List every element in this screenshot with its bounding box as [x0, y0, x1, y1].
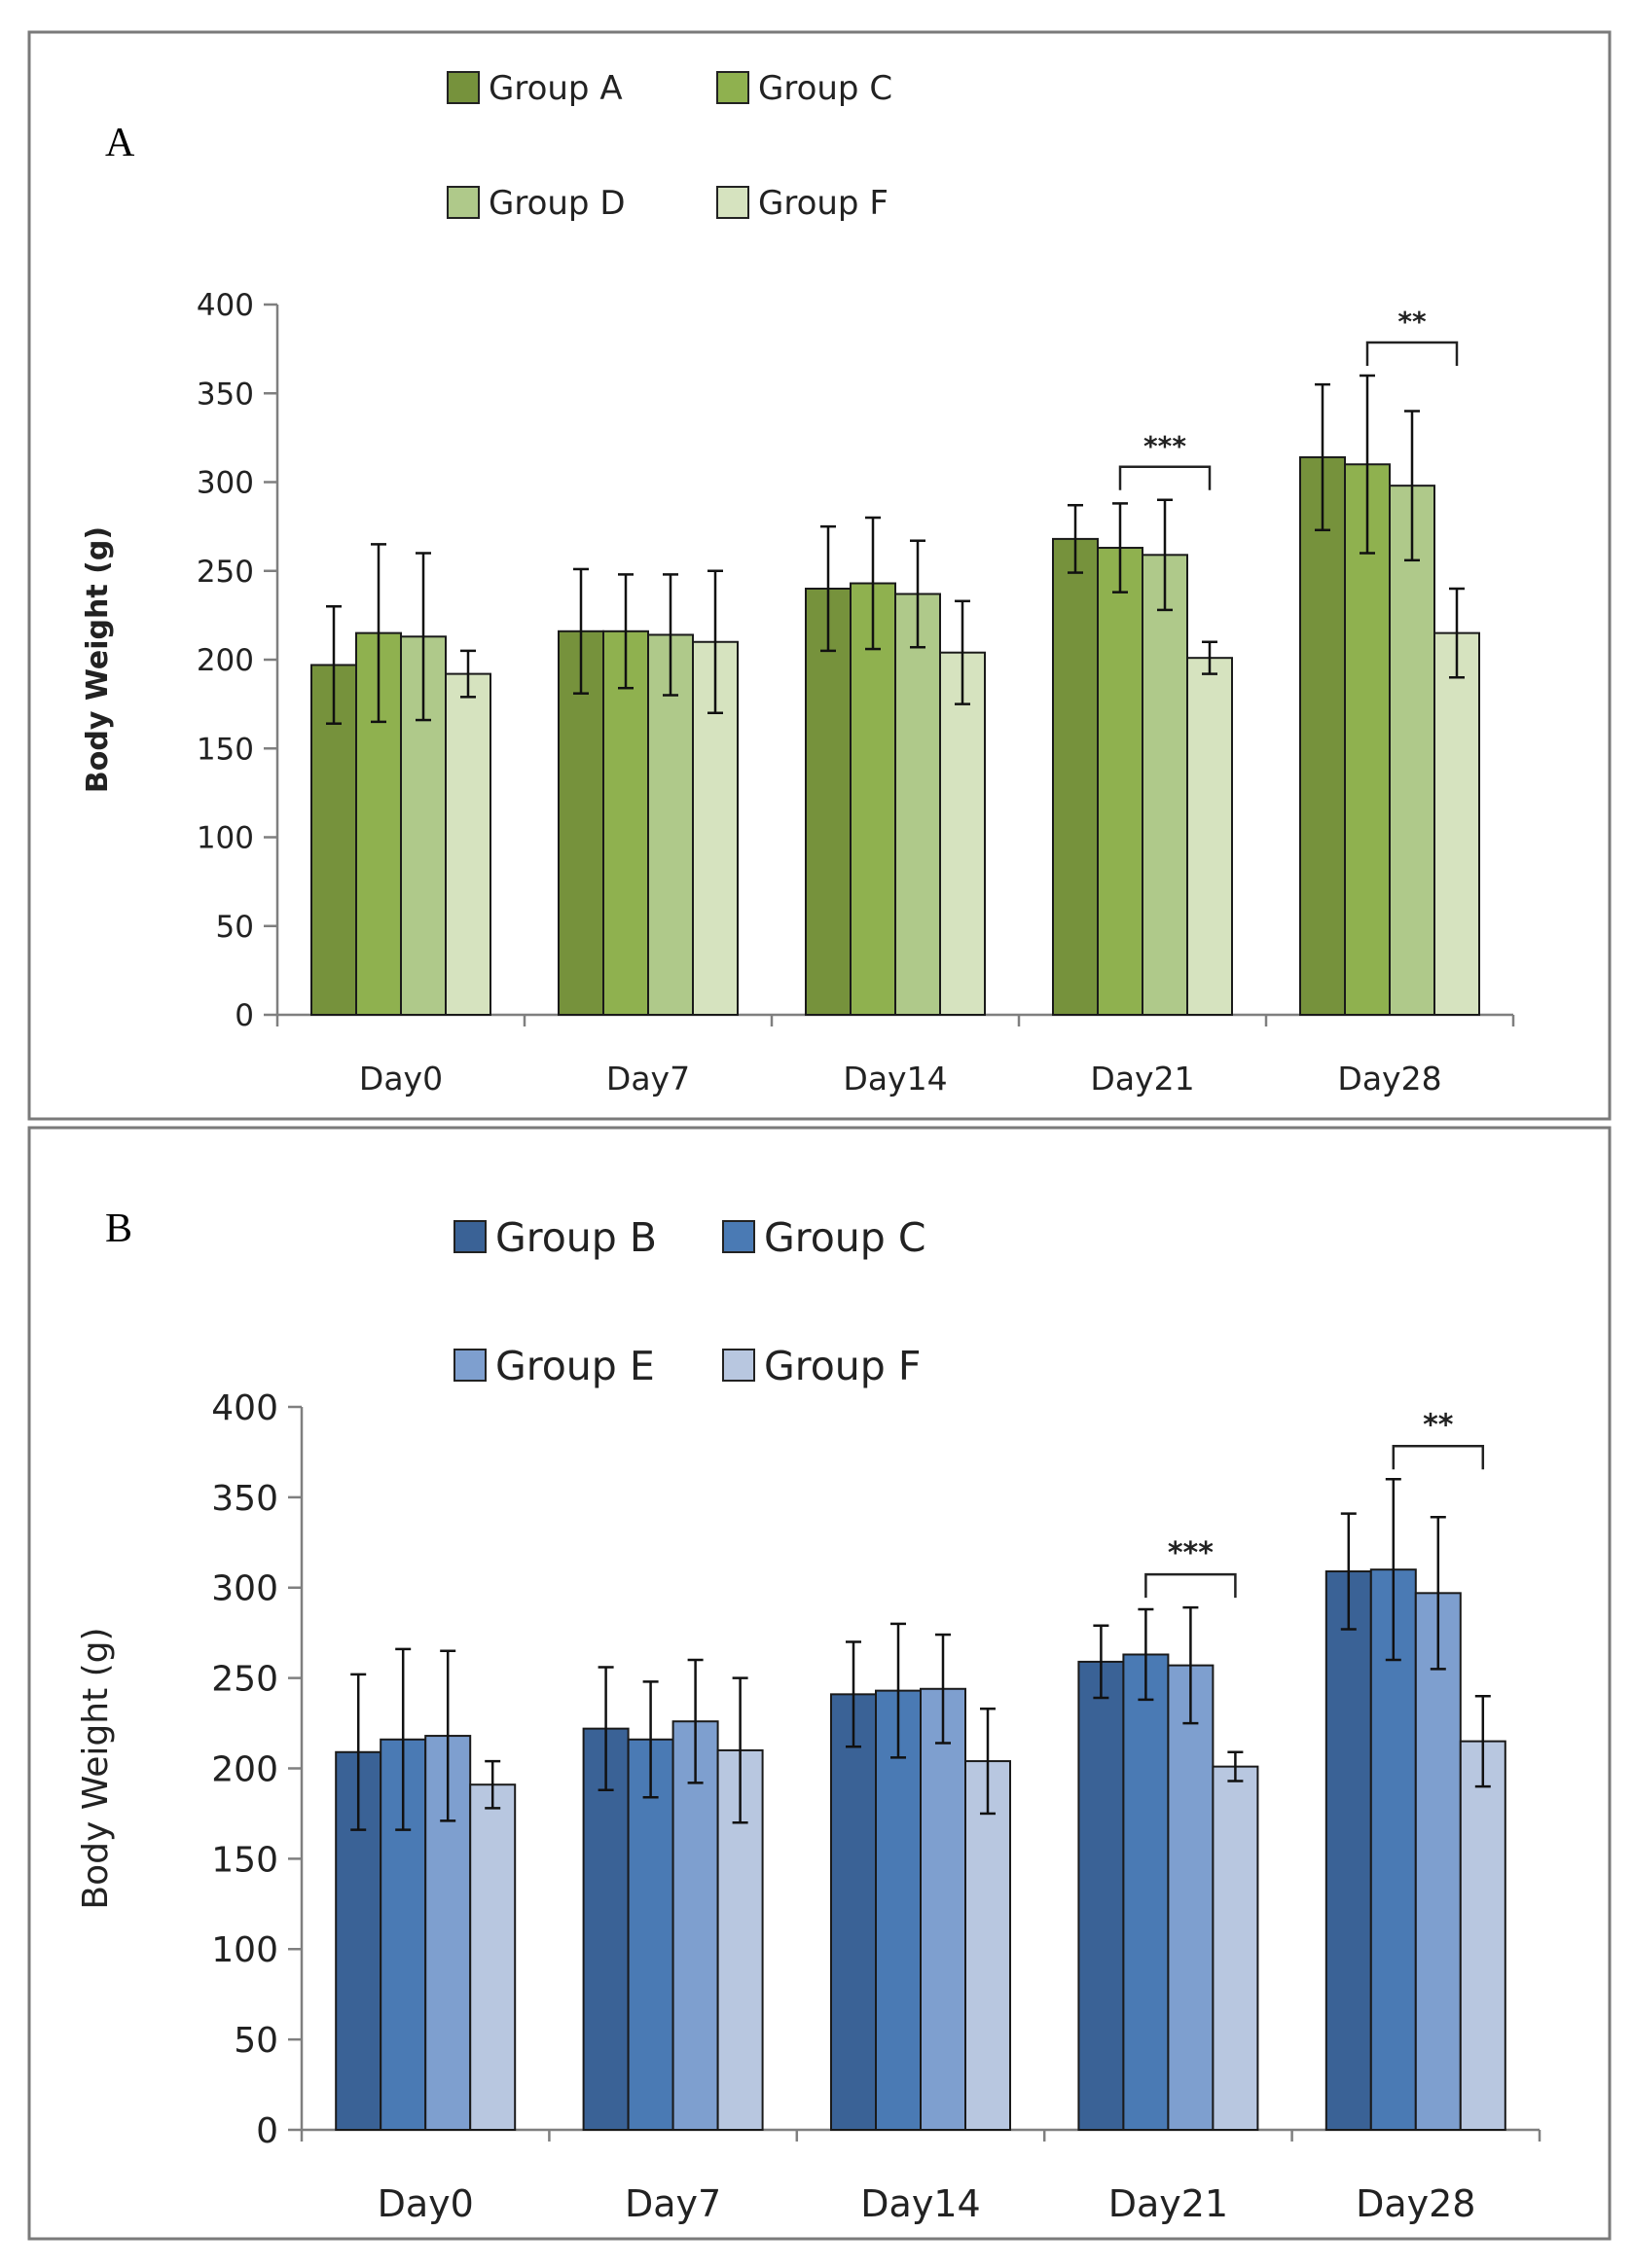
legend-label: Group D [489, 184, 626, 223]
significance-label: ** [1423, 1408, 1454, 1442]
legend-swatch [722, 1220, 755, 1253]
legend-label: Group A [489, 69, 623, 108]
significance-label: *** [1168, 1536, 1214, 1570]
y-tick-label: 100 [211, 1930, 278, 1970]
panel-frame [27, 30, 1612, 1121]
bar [445, 672, 491, 1016]
bar [939, 651, 986, 1016]
legend-label: Group E [495, 1343, 655, 1389]
x-category-label: Day14 [860, 2182, 980, 2225]
y-tick-label: 350 [211, 1479, 278, 1519]
bar [647, 633, 694, 1016]
legend-label: Group F [764, 1343, 921, 1389]
y-tick-label: 300 [197, 466, 254, 501]
legend-label: Group C [758, 69, 892, 108]
legend-swatch [453, 1220, 487, 1253]
y-tick-label: 300 [211, 1569, 278, 1609]
y-tick-label: 200 [197, 643, 254, 678]
significance-bracket [1118, 465, 1212, 490]
bar [964, 1760, 1011, 2131]
y-tick-label: 400 [211, 1388, 278, 1428]
y-tick-label: 200 [211, 1749, 278, 1789]
panel-frame [27, 1126, 1612, 2241]
bar [1097, 547, 1143, 1017]
bar [602, 630, 649, 1016]
bar [1369, 1568, 1417, 2132]
bar [1052, 537, 1099, 1017]
y-tick-label: 250 [197, 555, 254, 590]
y-tick-label: 350 [197, 377, 254, 412]
legend-swatch [716, 71, 749, 104]
x-category-label: Day0 [359, 1060, 443, 1098]
bar [1459, 1740, 1506, 2131]
x-category-label: Day28 [1356, 2182, 1475, 2225]
panel-b: B Group B Group C Group E Group F 0 50 100 150 20… [27, 1126, 1612, 2241]
y-tick-label: 400 [197, 288, 254, 323]
y-tick-label: 0 [235, 998, 254, 1033]
x-category-label: Day28 [1337, 1060, 1441, 1098]
y-axis-label: Body Weight (g) [81, 526, 115, 793]
bar [1324, 1570, 1372, 2131]
bar [627, 1738, 674, 2132]
y-tick-label: 150 [197, 732, 254, 767]
bar [671, 1720, 719, 2131]
significance-label: *** [1143, 430, 1186, 462]
x-category-label: Day21 [1108, 2182, 1228, 2225]
bar [1212, 1765, 1259, 2131]
bar [830, 1693, 877, 2132]
bar [1186, 657, 1233, 1016]
legend-label: Group B [495, 1214, 657, 1261]
significance-label: ** [1397, 306, 1427, 338]
bar [1167, 1664, 1215, 2132]
bar [1299, 455, 1346, 1016]
y-tick-label: 0 [256, 2111, 278, 2151]
x-category-label: Day7 [625, 2182, 721, 2225]
panel-a: A Group A Group C Group D Group F 0 50 100 150 20… [27, 30, 1612, 1121]
y-tick-label: 50 [216, 910, 254, 945]
x-category-label: Day14 [843, 1060, 947, 1098]
legend-swatch [447, 71, 480, 104]
significance-bracket [1392, 1445, 1485, 1470]
legend-swatch [453, 1349, 487, 1382]
bar [1433, 631, 1480, 1016]
bar [1414, 1592, 1462, 2131]
bar [1344, 463, 1391, 1016]
bar [805, 588, 852, 1016]
legend-swatch [447, 186, 480, 219]
legend-label: Group C [764, 1214, 925, 1261]
bar [1389, 485, 1435, 1016]
y-tick-label: 250 [211, 1660, 278, 1700]
x-category-label: Day0 [378, 2182, 474, 2225]
legend-swatch [722, 1349, 755, 1382]
x-category-label: Day7 [606, 1060, 690, 1098]
bar [469, 1783, 517, 2132]
bar [920, 1687, 966, 2132]
significance-bracket [1144, 1572, 1237, 1599]
bar [1122, 1653, 1170, 2132]
legend-label: Group F [758, 184, 889, 223]
y-tick-label: 100 [197, 821, 254, 856]
x-category-label: Day21 [1090, 1060, 1194, 1098]
y-axis-label: Body Weight (g) [76, 1627, 116, 1909]
panel-letter: A [105, 121, 135, 165]
significance-bracket [1365, 341, 1459, 366]
y-tick-label: 150 [211, 1840, 278, 1880]
y-tick-label: 50 [234, 2021, 278, 2061]
legend-swatch [716, 186, 749, 219]
bar [1142, 554, 1188, 1016]
panel-letter: B [105, 1206, 132, 1251]
bar [1077, 1660, 1125, 2131]
bar [894, 593, 941, 1016]
